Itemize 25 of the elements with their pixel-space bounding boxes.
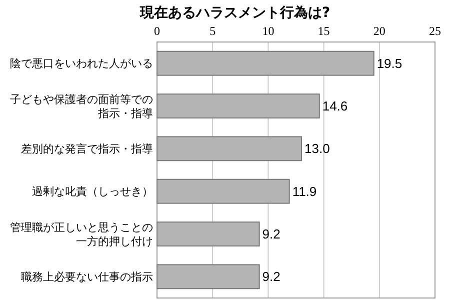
y-tick-label: 差別的な発言で指示・指導	[21, 142, 153, 156]
bar	[156, 136, 302, 162]
bar	[156, 94, 320, 118]
y-tick-label: 陰で悪口をいわれた人がいる	[10, 57, 153, 70]
data-label: 9.2	[262, 269, 280, 284]
data-label: 14.6	[322, 98, 348, 114]
x-tick-label: 10	[262, 24, 274, 38]
x-tick-label: 20	[373, 24, 386, 38]
bar	[156, 264, 260, 290]
bar	[156, 178, 290, 204]
y-tick-label: 子どもや保護者の面前等での指示・指導	[10, 92, 153, 120]
x-tick-label: 0	[154, 24, 160, 38]
data-label: 11.9	[292, 184, 317, 199]
data-label: 19.5	[376, 56, 402, 71]
data-label: 9.2	[262, 226, 280, 242]
chart-title: 現在あるハラスメント行為は?	[138, 5, 330, 21]
y-tick-label: 職務上必要ない仕事の指示	[21, 270, 153, 284]
x-tick-label: 25	[429, 24, 441, 38]
data-label: 13.0	[304, 141, 330, 156]
y-tick-label: 過剰な叱責（しっせき）	[32, 185, 153, 198]
x-tick-label: 5	[210, 24, 216, 38]
y-tick-label: 管理職が正しいと思うことの一方的押し付け	[10, 220, 153, 248]
x-tick-label: 15	[318, 24, 330, 38]
bar	[156, 222, 260, 246]
bar	[156, 50, 374, 76]
